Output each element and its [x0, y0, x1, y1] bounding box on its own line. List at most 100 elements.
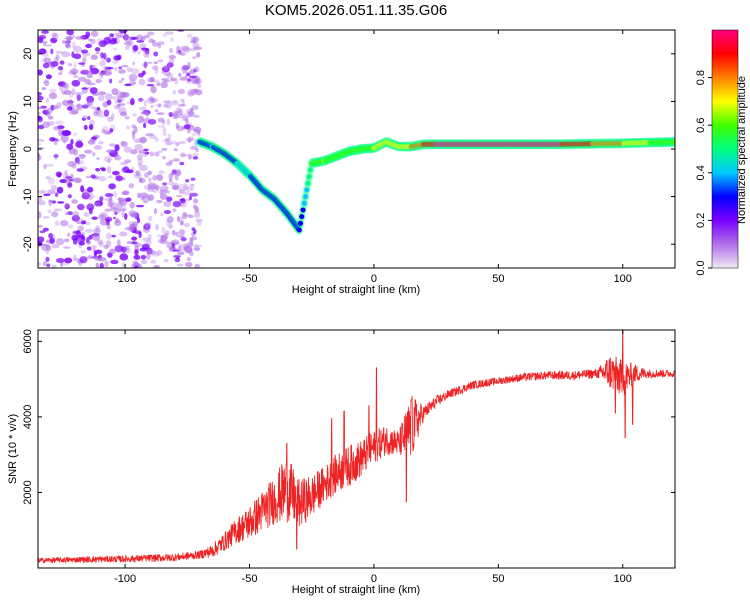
spectrogram-scatter-blob — [137, 158, 144, 165]
spectrogram-scatter-blob — [150, 104, 154, 108]
spectrogram-scatter-blob — [89, 65, 96, 70]
spectrogram-scatter-blob — [38, 200, 46, 206]
spectrogram-scatter-blob — [188, 153, 192, 160]
spectrogram-scatter-blob — [69, 110, 79, 115]
spectrogram-scatter-blob — [38, 196, 42, 202]
spectrogram-scatter-blob — [150, 259, 157, 264]
spectrogram-scatter-blob — [172, 89, 177, 95]
spectrogram-scatter-blob — [150, 85, 157, 94]
spectrogram-marks — [38, 30, 675, 268]
spectrogram-ridge-mark — [299, 213, 305, 220]
spectrogram-scatter-blob — [172, 249, 181, 252]
colorbar: 0.0 0.2 0.4 0.6 0.8 Normalized spectral ampl… — [695, 29, 748, 276]
spectrogram-scatter-blob — [114, 153, 120, 160]
spectrogram-scatter-blob — [83, 149, 93, 154]
spectrogram-scatter-blob — [172, 208, 177, 212]
spectrogram-scatter-blob — [170, 77, 176, 82]
spectrogram-scatter-blob — [90, 174, 96, 179]
spectrogram-scatter-blob — [92, 152, 96, 157]
spectrogram-scatter-blob — [188, 75, 197, 79]
spectrogram-scatter-blob — [82, 56, 87, 64]
spectrogram-scatter-blob — [108, 195, 113, 202]
spectrogram-scatter-blob — [138, 106, 147, 111]
spectrogram-scatter-blob — [93, 111, 99, 117]
spectrogram-scatter-blob — [106, 149, 115, 154]
spectrogram-scatter-blob — [186, 72, 191, 77]
spectrogram-scatter-blob — [38, 37, 44, 44]
spectrogram-scatter-blob — [59, 179, 68, 184]
spectrogram-scatter-blob — [161, 120, 166, 125]
spectrogram-scatter-blob — [156, 41, 165, 46]
spectrogram-scatter-blob — [67, 106, 73, 111]
spectrogram-scatter-blob — [164, 137, 171, 142]
spectrogram-scatter-blob — [80, 185, 85, 193]
spectrogram-scatter-blob — [59, 220, 69, 227]
spectrogram-scatter-blob — [190, 192, 199, 197]
spectrogram-scatter-blob — [71, 79, 81, 87]
spectrogram-scatter-blob — [138, 72, 144, 78]
spectrogram-scatter-blob — [108, 183, 116, 190]
spectrogram-scatter-blob — [65, 40, 71, 48]
spectrogram-scatter-blob — [173, 158, 181, 162]
spectrogram-scatter-blob — [131, 68, 140, 75]
spectrogram-scatter-blob — [57, 66, 64, 71]
spectrogram-scatter-blob — [110, 206, 119, 211]
spectrogram-scatter-blob — [55, 54, 60, 60]
spectrogram-scatter-blob — [42, 227, 49, 232]
spectrogram-scatter-blob — [46, 189, 56, 195]
spectrogram-scatter-blob — [95, 224, 101, 233]
spectrogram-scatter-blob — [120, 140, 125, 146]
spectrogram-scatter-blob — [43, 193, 51, 197]
spectrogram-scatter-blob — [146, 247, 153, 255]
spectrogram-scatter-blob — [136, 34, 144, 42]
spectrogram-scatter-blob — [114, 32, 123, 37]
spectrogram-scatter-blob — [133, 126, 138, 134]
spectrogram-scatter-blob — [38, 106, 43, 110]
snr-x-tick-label: 0 — [371, 573, 377, 585]
spectrogram-scatter-blob — [131, 212, 137, 218]
spectrogram-x-tick-label: 50 — [492, 273, 504, 285]
spectrogram-scatter-blob — [84, 221, 91, 226]
spectrogram-scatter-blob — [107, 201, 114, 208]
spectrogram-scatter-blob — [111, 170, 120, 176]
spectrogram-scatter-blob — [49, 88, 57, 93]
spectrogram-scatter-blob — [102, 125, 109, 131]
spectrogram-scatter-blob — [193, 46, 203, 50]
spectrogram-scatter-blob — [123, 247, 131, 254]
spectrogram-scatter-blob — [178, 228, 186, 236]
spectrogram-scatter-blob — [105, 93, 113, 101]
spectrogram-scatter-blob — [91, 136, 98, 140]
spectrogram-scatter-blob — [163, 258, 169, 263]
spectrogram-ridge-mark — [306, 174, 312, 180]
spectrogram-scatter-blob — [51, 264, 57, 268]
spectrogram-ridge-mark — [296, 227, 302, 233]
spectrogram-scatter-blob — [179, 76, 187, 81]
spectrogram-scatter-blob — [140, 111, 148, 115]
spectrogram-scatter-blob — [66, 232, 71, 238]
spectrogram-scatter-blob — [164, 101, 173, 109]
spectrogram-scatter-blob — [187, 214, 194, 219]
spectrogram-scatter-blob — [38, 153, 41, 161]
spectrogram-scatter-blob — [142, 62, 149, 68]
spectrogram-scatter-blob — [189, 40, 197, 44]
spectrogram-scatter-blob — [98, 141, 104, 145]
spectrogram-scatter-blob — [179, 98, 185, 103]
spectrogram-scatter-blob — [190, 89, 200, 94]
chart-title: KOM5.2026.051.11.35.G06 — [265, 2, 447, 19]
spectrogram-scatter-blob — [189, 239, 194, 246]
spectrogram-scatter-blob — [80, 249, 87, 254]
spectrogram-scatter-blob — [98, 241, 104, 248]
spectrogram-scatter-blob — [95, 167, 101, 172]
spectrogram-scatter-blob — [85, 31, 91, 38]
spectrogram-scatter-blob — [67, 160, 77, 167]
spectrogram-scatter-blob — [90, 30, 99, 37]
spectrogram-scatter-blob — [187, 89, 197, 96]
spectrogram-scatter-blob — [156, 82, 161, 87]
spectrogram-scatter-blob — [97, 94, 105, 102]
spectrogram-scatter-blob — [168, 224, 174, 230]
spectrogram-scatter-blob — [42, 261, 48, 267]
spectrogram-scatter-blob — [166, 62, 174, 68]
spectrogram-scatter-blob — [79, 256, 88, 264]
spectrogram-scatter-blob — [81, 87, 89, 90]
